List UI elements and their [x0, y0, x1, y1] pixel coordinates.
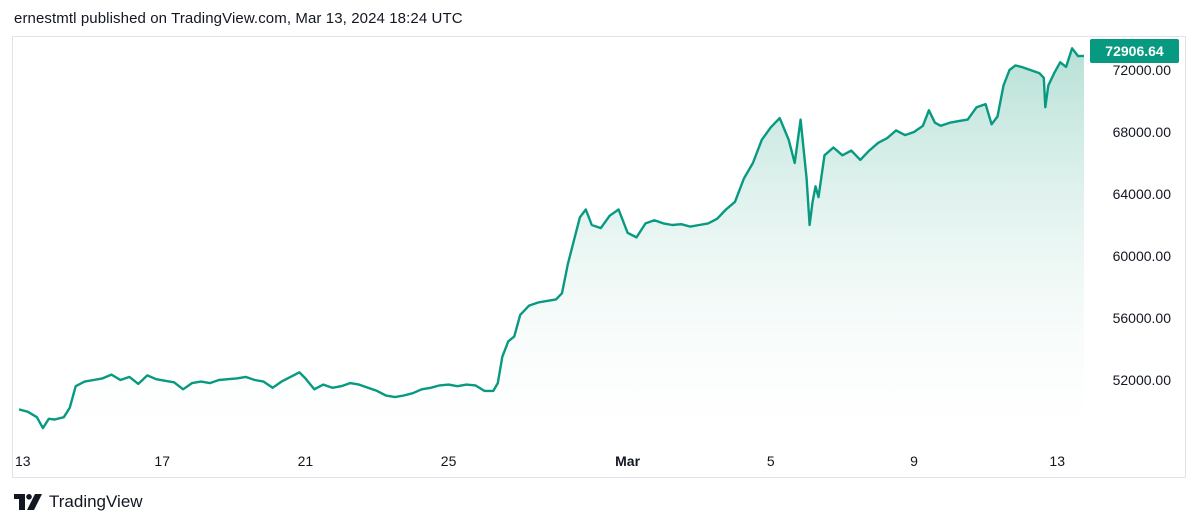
- x-tick-label: 13: [1049, 453, 1065, 469]
- x-tick-label: 5: [767, 453, 775, 469]
- last-price-label: 72906.64: [1105, 43, 1164, 59]
- tradingview-footer: TradingView: [14, 492, 143, 512]
- price-area-fill: [19, 48, 1084, 433]
- x-tick-label: 17: [154, 453, 170, 469]
- publish-info: ernestmtl published on TradingView.com, …: [14, 10, 463, 27]
- tradingview-logo-icon: [14, 494, 42, 510]
- last-price-tag: 72906.64: [1090, 39, 1179, 63]
- x-tick-label: 9: [910, 453, 918, 469]
- x-tick-label: 25: [441, 453, 457, 469]
- y-tick-label: 64000.00: [1113, 186, 1172, 202]
- chart-frame: [12, 36, 1186, 478]
- y-axis: 52000.00 56000.00 60000.00 64000.00 68000.00…: [1113, 62, 1172, 388]
- last-price-tag-background: [1090, 39, 1179, 63]
- x-tick-label: Mar: [615, 453, 640, 469]
- x-tick-label: 13: [15, 453, 31, 469]
- y-tick-label: 52000.00: [1113, 372, 1172, 388]
- x-tick-label: 21: [298, 453, 314, 469]
- x-axis: 13 17 21 25 Mar 5 9 13: [15, 453, 1065, 469]
- y-tick-label: 56000.00: [1113, 310, 1172, 326]
- y-tick-label: 68000.00: [1113, 124, 1172, 140]
- y-tick-label: 72000.00: [1113, 62, 1172, 78]
- y-tick-label: 60000.00: [1113, 248, 1172, 264]
- price-line: [18, 47, 1085, 430]
- brand-name: TradingView: [49, 492, 143, 511]
